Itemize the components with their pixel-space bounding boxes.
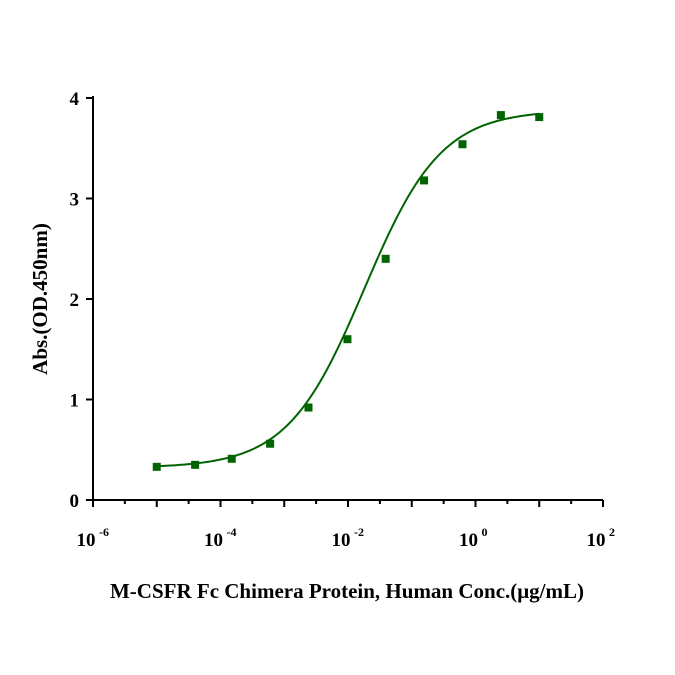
y-tick-label: 4 xyxy=(70,89,80,110)
x-tick-label: 10 xyxy=(77,530,96,551)
y-axis-title: Abs.(OD.450nm) xyxy=(28,223,52,375)
y-tick-label: 1 xyxy=(70,391,80,412)
x-tick-exponent: -4 xyxy=(227,525,237,539)
x-axis-title: M-CSFR Fc Chimera Protein, Human Conc.(μ… xyxy=(110,579,584,603)
x-tick-exponent: 0 xyxy=(482,525,488,539)
x-tick-label: 10 xyxy=(204,530,223,551)
y-tick-label: 0 xyxy=(70,491,80,512)
x-tick-exponent: -6 xyxy=(99,525,109,539)
data-point xyxy=(535,113,544,122)
data-point xyxy=(343,335,352,344)
x-tick-label: 10 xyxy=(587,530,606,551)
data-point xyxy=(381,254,390,263)
data-point xyxy=(458,140,467,149)
data-point xyxy=(152,462,161,471)
data-point xyxy=(496,111,505,120)
y-tick-label: 2 xyxy=(70,290,80,311)
x-tick-exponent: -2 xyxy=(354,525,364,539)
x-tick-label: 10 xyxy=(332,530,351,551)
x-tick-exponent: 2 xyxy=(609,525,615,539)
data-point xyxy=(266,439,275,448)
x-tick-label: 10 xyxy=(459,530,478,551)
data-point xyxy=(191,460,200,469)
data-point xyxy=(420,176,429,185)
y-tick-label: 3 xyxy=(70,190,80,211)
data-point xyxy=(227,454,236,463)
fit-curve xyxy=(156,112,540,468)
data-point xyxy=(304,403,313,412)
